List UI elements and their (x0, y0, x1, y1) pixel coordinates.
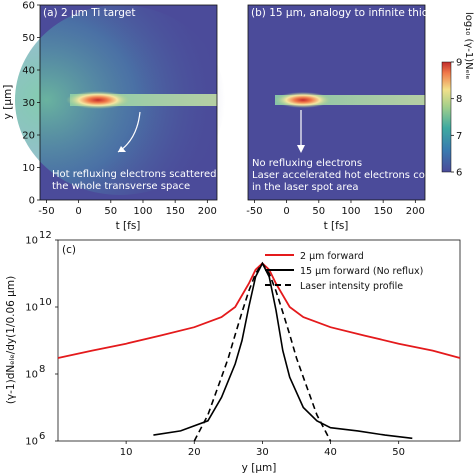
colorbar-tick-label: 7 (456, 131, 462, 142)
panel-c-ytick-label: 10 (25, 437, 38, 448)
panel-c-xtick-label: 40 (324, 447, 337, 458)
panel-a-ytick-label: 40 (22, 66, 35, 77)
panel-b-axes: -50 0 50 100 150 200 (246, 200, 425, 217)
panel-a-title: (a) 2 μm Ti target (43, 7, 136, 19)
panel-a-xlabel: t [fs] (116, 220, 141, 232)
panel-b-title: (b) 15 μm, analogy to infinite thick tar… (251, 7, 469, 19)
panel-b-xtick-label: 200 (406, 206, 425, 217)
panel-c-series-2-line (153, 261, 413, 440)
panel-c-xtick-label: 50 (392, 447, 405, 458)
panel-a: (a) 2 μm Ti target -50 0 50 100 150 200010203… (2, 1, 230, 233)
panel-a-ytick-label: 10 (22, 163, 35, 174)
panel-b-xtick-label: 0 (283, 206, 289, 217)
panel-b-frame (247, 4, 426, 201)
panel-b: (b) 15 μm, analogy to infinite thick tar… (246, 4, 469, 232)
panel-c-xtick-label: 20 (188, 447, 201, 458)
panel-b-annotation-line3: in the laser spot area (252, 182, 359, 193)
colorbar-tick-label: 6 (456, 168, 462, 179)
colorbar-tick-label: 9 (456, 58, 462, 69)
panel-c-xlabel: y [μm] (242, 462, 277, 474)
panel-c-ytick-exponent: 12 (39, 230, 52, 241)
colorbar: log₁₀ (γ-1)Nₑₗₑ 9 8 7 6 (441, 12, 474, 179)
panel-c-ylabel: (γ-1)dNₑₗₑ/dy(1/0.06 μm) (5, 276, 17, 404)
panel-a-xtick-label: 0 (75, 206, 81, 217)
panel-c-series-3-line (193, 261, 332, 442)
legend-label-series-3: Laser intensity profile (300, 281, 403, 292)
panel-b-xtick-label: 150 (374, 206, 393, 217)
panel-a-ylabel: y [μm] (2, 85, 14, 120)
panel-b-xtick-label: 50 (312, 206, 325, 217)
panel-c-ytick-exponent: 6 (39, 431, 45, 442)
colorbar-gradient (441, 61, 452, 173)
panel-c-ytick-exponent: 8 (39, 364, 45, 375)
panel-c-ytick-label: 10 (25, 370, 38, 381)
panel-c-series-1-line (57, 262, 461, 359)
panel-a-hot-spot (66, 91, 130, 109)
legend-label-series-1: 2 μm forward (300, 251, 364, 262)
colorbar-ticks: 9 8 7 6 (451, 58, 462, 179)
panel-a-xtick-label: 150 (166, 206, 185, 217)
panel-b-arrowhead (297, 145, 305, 153)
panel-b-annotation-line1: No refluxing electrons (252, 158, 362, 169)
panel-c-legend: 2 μm forward 15 μm forward (No reflux) L… (265, 251, 423, 292)
panel-c-ytick-label: 10 (25, 303, 38, 314)
panel-b-xlabel: t [fs] (324, 220, 349, 232)
panel-a-arrowhead (118, 146, 126, 152)
panel-a-ytick-label: 30 (22, 98, 35, 109)
panel-c-series (57, 261, 461, 442)
panel-b-hot-spot (275, 92, 331, 108)
panel-a-annotation-line2: the whole transverse space (52, 181, 190, 192)
colorbar-label: log₁₀ (γ-1)Nₑₗₑ (463, 12, 474, 80)
panel-a-xtick-label: 200 (198, 206, 217, 217)
panel-b-xtick-label: -50 (246, 206, 262, 217)
panel-a-annotation-line1: Hot refluxing electrons scattered to (52, 169, 230, 180)
panel-a-ytick-label: 20 (22, 131, 35, 142)
panel-a-ytick-label: 60 (22, 1, 35, 12)
panel-a-ytick-label: 50 (22, 33, 35, 44)
panel-c-xtick-label: 30 (256, 447, 269, 458)
panel-b-xtick-label: 100 (341, 206, 360, 217)
panel-b-beam (275, 95, 425, 105)
panel-c-ytick-label: 10 (25, 236, 38, 247)
panel-c-title: (c) (62, 244, 76, 256)
panel-c-frame (57, 239, 461, 442)
panel-c-xtick-label: 10 (120, 447, 133, 458)
panel-a-ytick-label: 0 (29, 196, 35, 207)
panel-c-ytick-exponent: 10 (39, 297, 52, 308)
panel-a-xtick-label: 50 (104, 206, 117, 217)
colorbar-tick-label: 8 (456, 94, 462, 105)
panel-a-xtick-label: -50 (38, 206, 54, 217)
panel-b-annotation-line2: Laser accelerated hot electrons confined (252, 170, 456, 181)
panel-a-xtick-label: 100 (133, 206, 152, 217)
legend-label-series-2: 15 μm forward (No reflux) (300, 266, 423, 277)
